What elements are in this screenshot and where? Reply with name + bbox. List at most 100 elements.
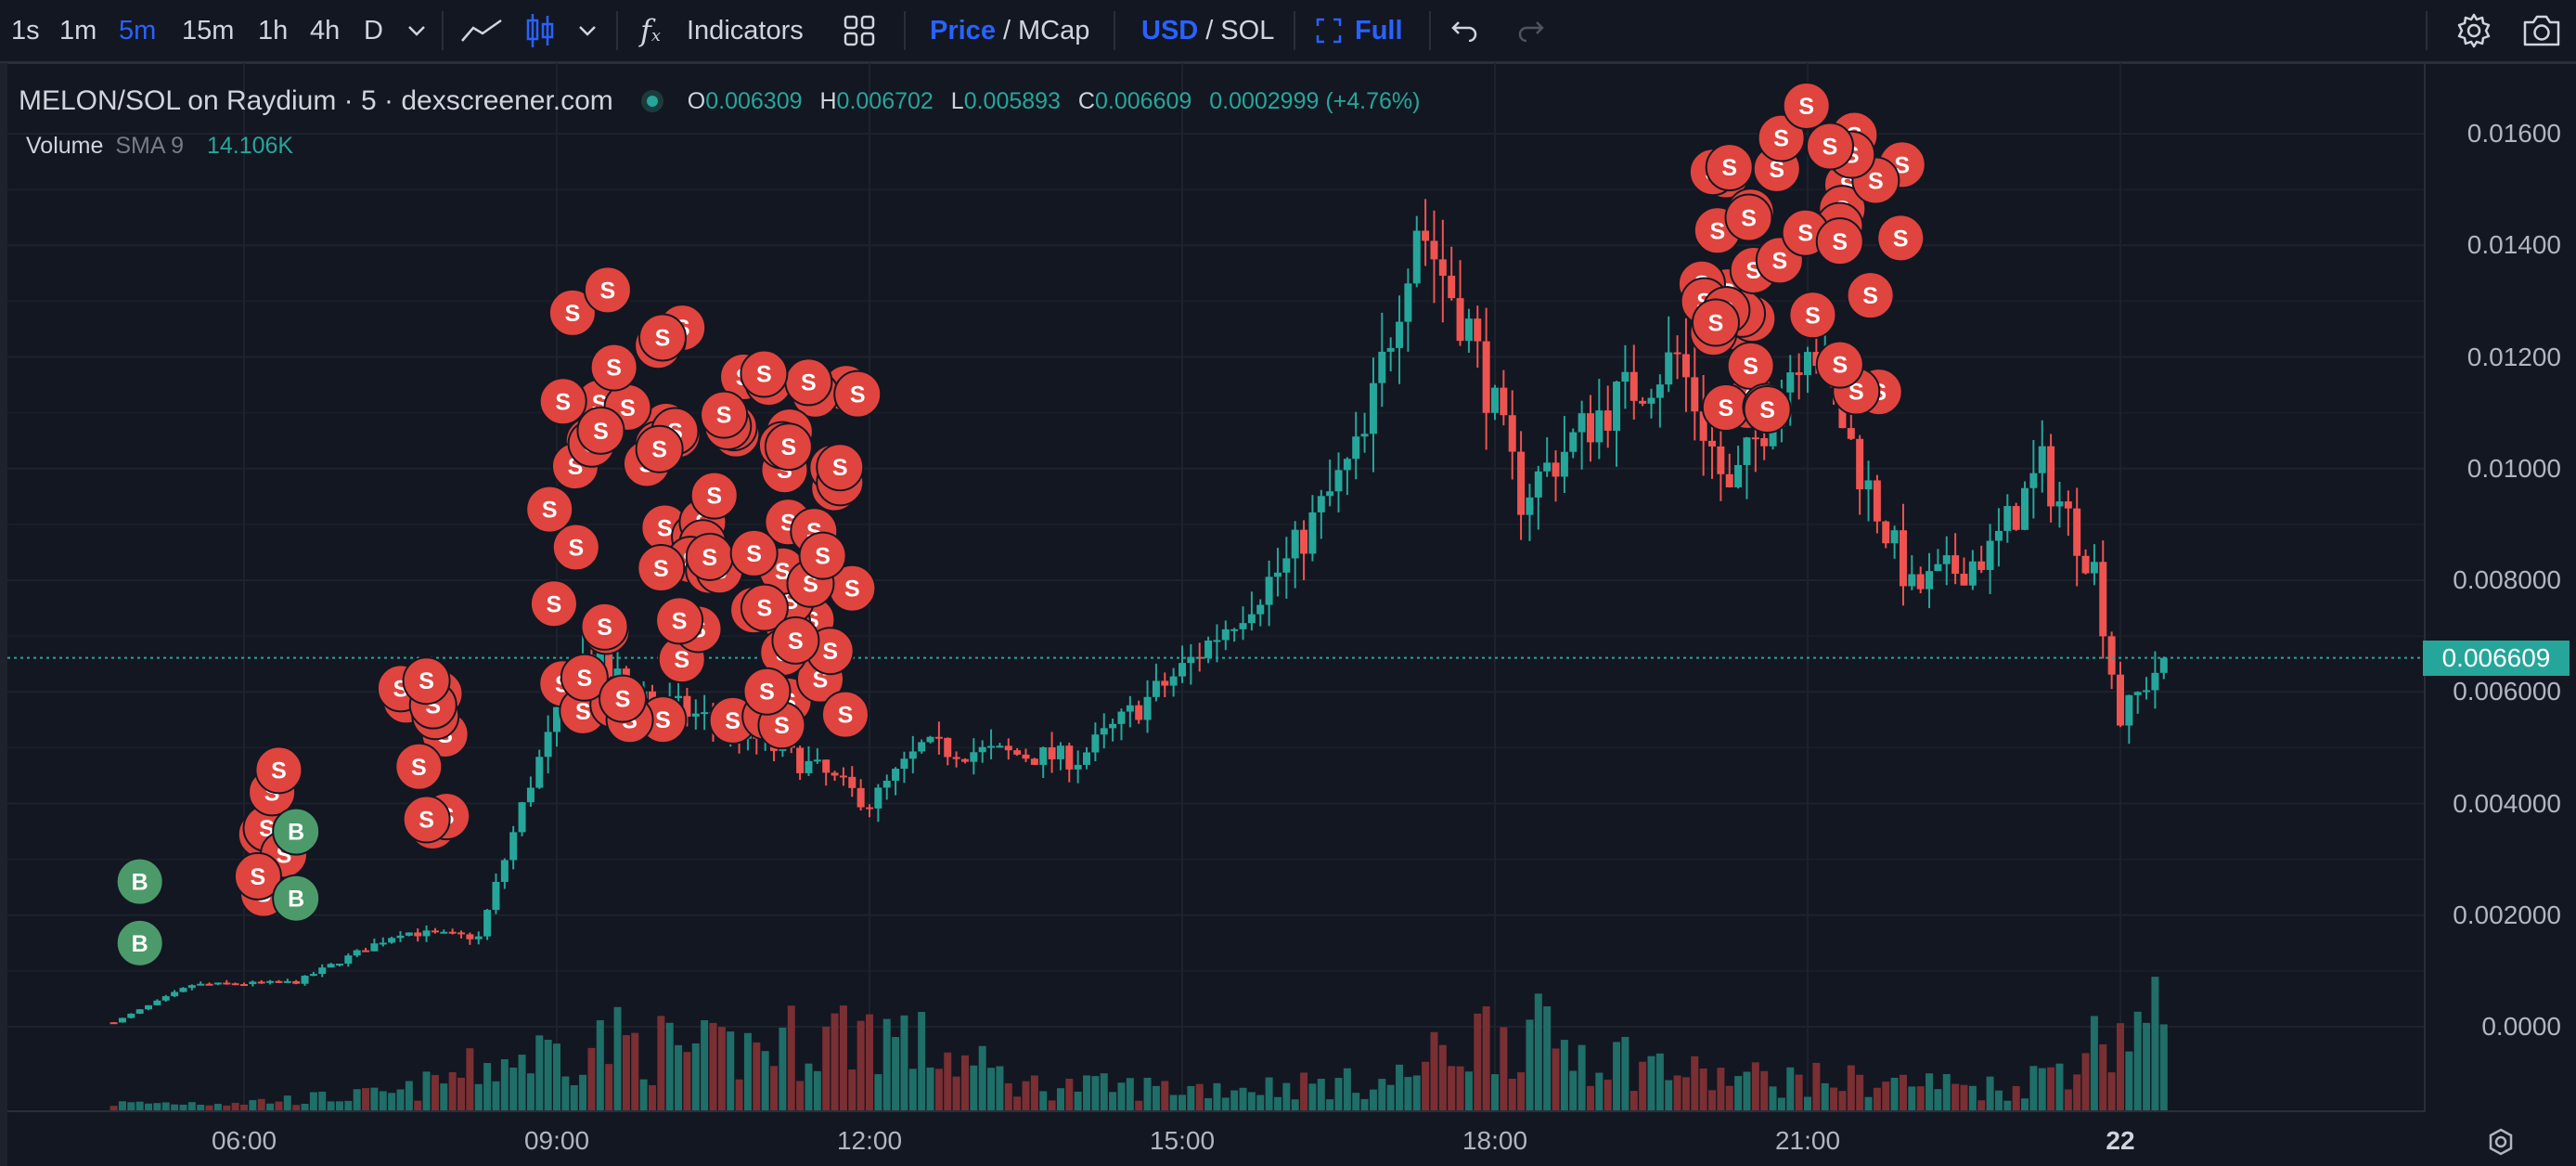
sell-marker[interactable]: S [402,795,451,844]
time-axis-tick: 22 [2106,1126,2135,1155]
sell-marker[interactable]: S [551,523,600,572]
sell-marker[interactable]: S [740,349,789,398]
sell-marker[interactable]: S [655,596,704,645]
interval-1h[interactable]: 1h [258,15,289,45]
candles-chart-icon[interactable] [522,0,559,61]
sell-marker[interactable]: S [729,528,779,577]
indicators-button[interactable]: fx Indicators [640,0,804,61]
interval-5m[interactable]: 5m [119,15,157,45]
fullscreen-button[interactable]: Full [1316,0,1403,61]
layout-grid-icon[interactable] [839,0,880,61]
sell-marker[interactable]: S [1782,81,1831,130]
candle-body [127,1013,135,1018]
sell-marker[interactable]: S [740,583,789,632]
open-value: 0.006309 [705,87,803,114]
sell-marker[interactable]: S [685,532,734,581]
volume-bar [727,1031,735,1110]
sell-marker[interactable]: S [638,313,687,362]
toolbar-divider [904,11,906,50]
sell-marker[interactable]: S [529,579,578,628]
sell-marker[interactable]: S [560,653,609,702]
candle-body [1769,426,1777,447]
interval-d[interactable]: D [364,15,383,45]
candle-body [1916,574,1925,589]
sell-marker[interactable]: S [764,422,813,472]
toolbar-divider [1429,11,1431,50]
camera-screenshot-icon[interactable] [2517,0,2567,61]
volume-bar [1169,1095,1178,1110]
sell-marker[interactable]: S [525,485,574,534]
sell-marker[interactable]: S [589,343,638,392]
interval-4h[interactable]: 4h [310,15,341,45]
sell-marker[interactable]: S [1815,217,1864,266]
sell-marker[interactable]: S [1705,143,1754,192]
sell-marker[interactable]: S [700,390,749,439]
interval-15m[interactable]: 15m [182,15,235,45]
sell-marker[interactable]: S [784,357,833,407]
sell-marker[interactable]: S [742,667,792,716]
sell-marker[interactable]: S [402,656,451,706]
interval-dropdown-chevron-icon[interactable] [401,0,432,61]
volume-bar [2159,1024,2168,1110]
mcap-option[interactable]: MCap [1018,15,1090,45]
volume-bar [1821,1082,1829,1110]
interval-1s[interactable]: 1s [11,15,40,45]
sell-marker[interactable]: S [1757,113,1806,162]
buy-marker[interactable]: B [115,857,164,906]
sell-marker[interactable]: S [816,443,865,492]
sell-marker[interactable]: S [1691,298,1740,347]
marker-letter: S [774,713,790,739]
sell-marker[interactable]: S [1726,341,1775,390]
marker-circle [635,424,684,473]
sell-marker[interactable]: S [580,602,629,651]
usd-option[interactable]: USD [1141,15,1199,45]
volume-bar [1048,1100,1056,1110]
sell-marker[interactable]: S [1724,193,1773,242]
sell-marker[interactable]: S [599,674,648,723]
sell-marker[interactable]: S [635,424,684,473]
volume-bar [1856,1074,1864,1110]
price-option[interactable]: Price [930,15,996,45]
price-mcap-toggle[interactable]: Price / MCap [930,0,1089,61]
sell-marker[interactable]: S [1805,122,1854,171]
volume-bar [145,1103,153,1110]
candle-body [2003,506,2012,531]
sell-marker[interactable]: S [820,690,869,739]
sell-marker[interactable]: S [1815,340,1864,389]
sell-marker[interactable]: S [254,745,303,795]
sell-marker[interactable]: S [1701,383,1750,433]
buy-marker[interactable]: B [115,918,164,967]
sol-option[interactable]: SOL [1220,15,1275,45]
interval-1m[interactable]: 1m [59,15,97,45]
sell-marker[interactable]: S [1788,291,1837,340]
usd-sol-toggle[interactable]: USD / SOL [1141,0,1274,61]
line-chart-icon[interactable] [458,0,505,61]
volume-bar [743,1032,752,1110]
marker-circle [576,406,625,455]
candle-body [1430,240,1438,260]
sell-marker[interactable]: S [798,531,847,580]
sell-marker[interactable]: S [689,471,739,520]
sell-marker[interactable]: S [1876,214,1926,263]
chart-type-chevron-icon[interactable] [572,0,603,61]
settings-gear-icon[interactable] [2450,0,2498,61]
undo-icon[interactable] [1444,0,1485,61]
sell-marker[interactable]: S [576,406,625,455]
sell-marker[interactable]: S [771,615,820,665]
sell-marker[interactable]: S [233,851,282,900]
sell-marker[interactable]: S [394,742,444,791]
sell-marker[interactable]: S [833,369,882,419]
sell-marker[interactable]: S [583,266,632,315]
chart-legend: MELON/SOL on Raydium · 5 · dexscreener.c… [19,85,1431,117]
buy-marker[interactable]: B [272,807,321,856]
sell-marker[interactable]: S [1846,271,1895,320]
auto-scale-settings-icon[interactable] [2478,1121,2524,1162]
sell-marker[interactable]: S [637,544,686,593]
redo-icon[interactable] [1511,0,1552,61]
buy-marker[interactable]: B [272,874,321,923]
candle-body [509,832,518,861]
sell-marker[interactable]: S [1743,384,1792,434]
sell-marker[interactable]: S [538,377,587,426]
sell-marker[interactable]: S [547,288,597,337]
